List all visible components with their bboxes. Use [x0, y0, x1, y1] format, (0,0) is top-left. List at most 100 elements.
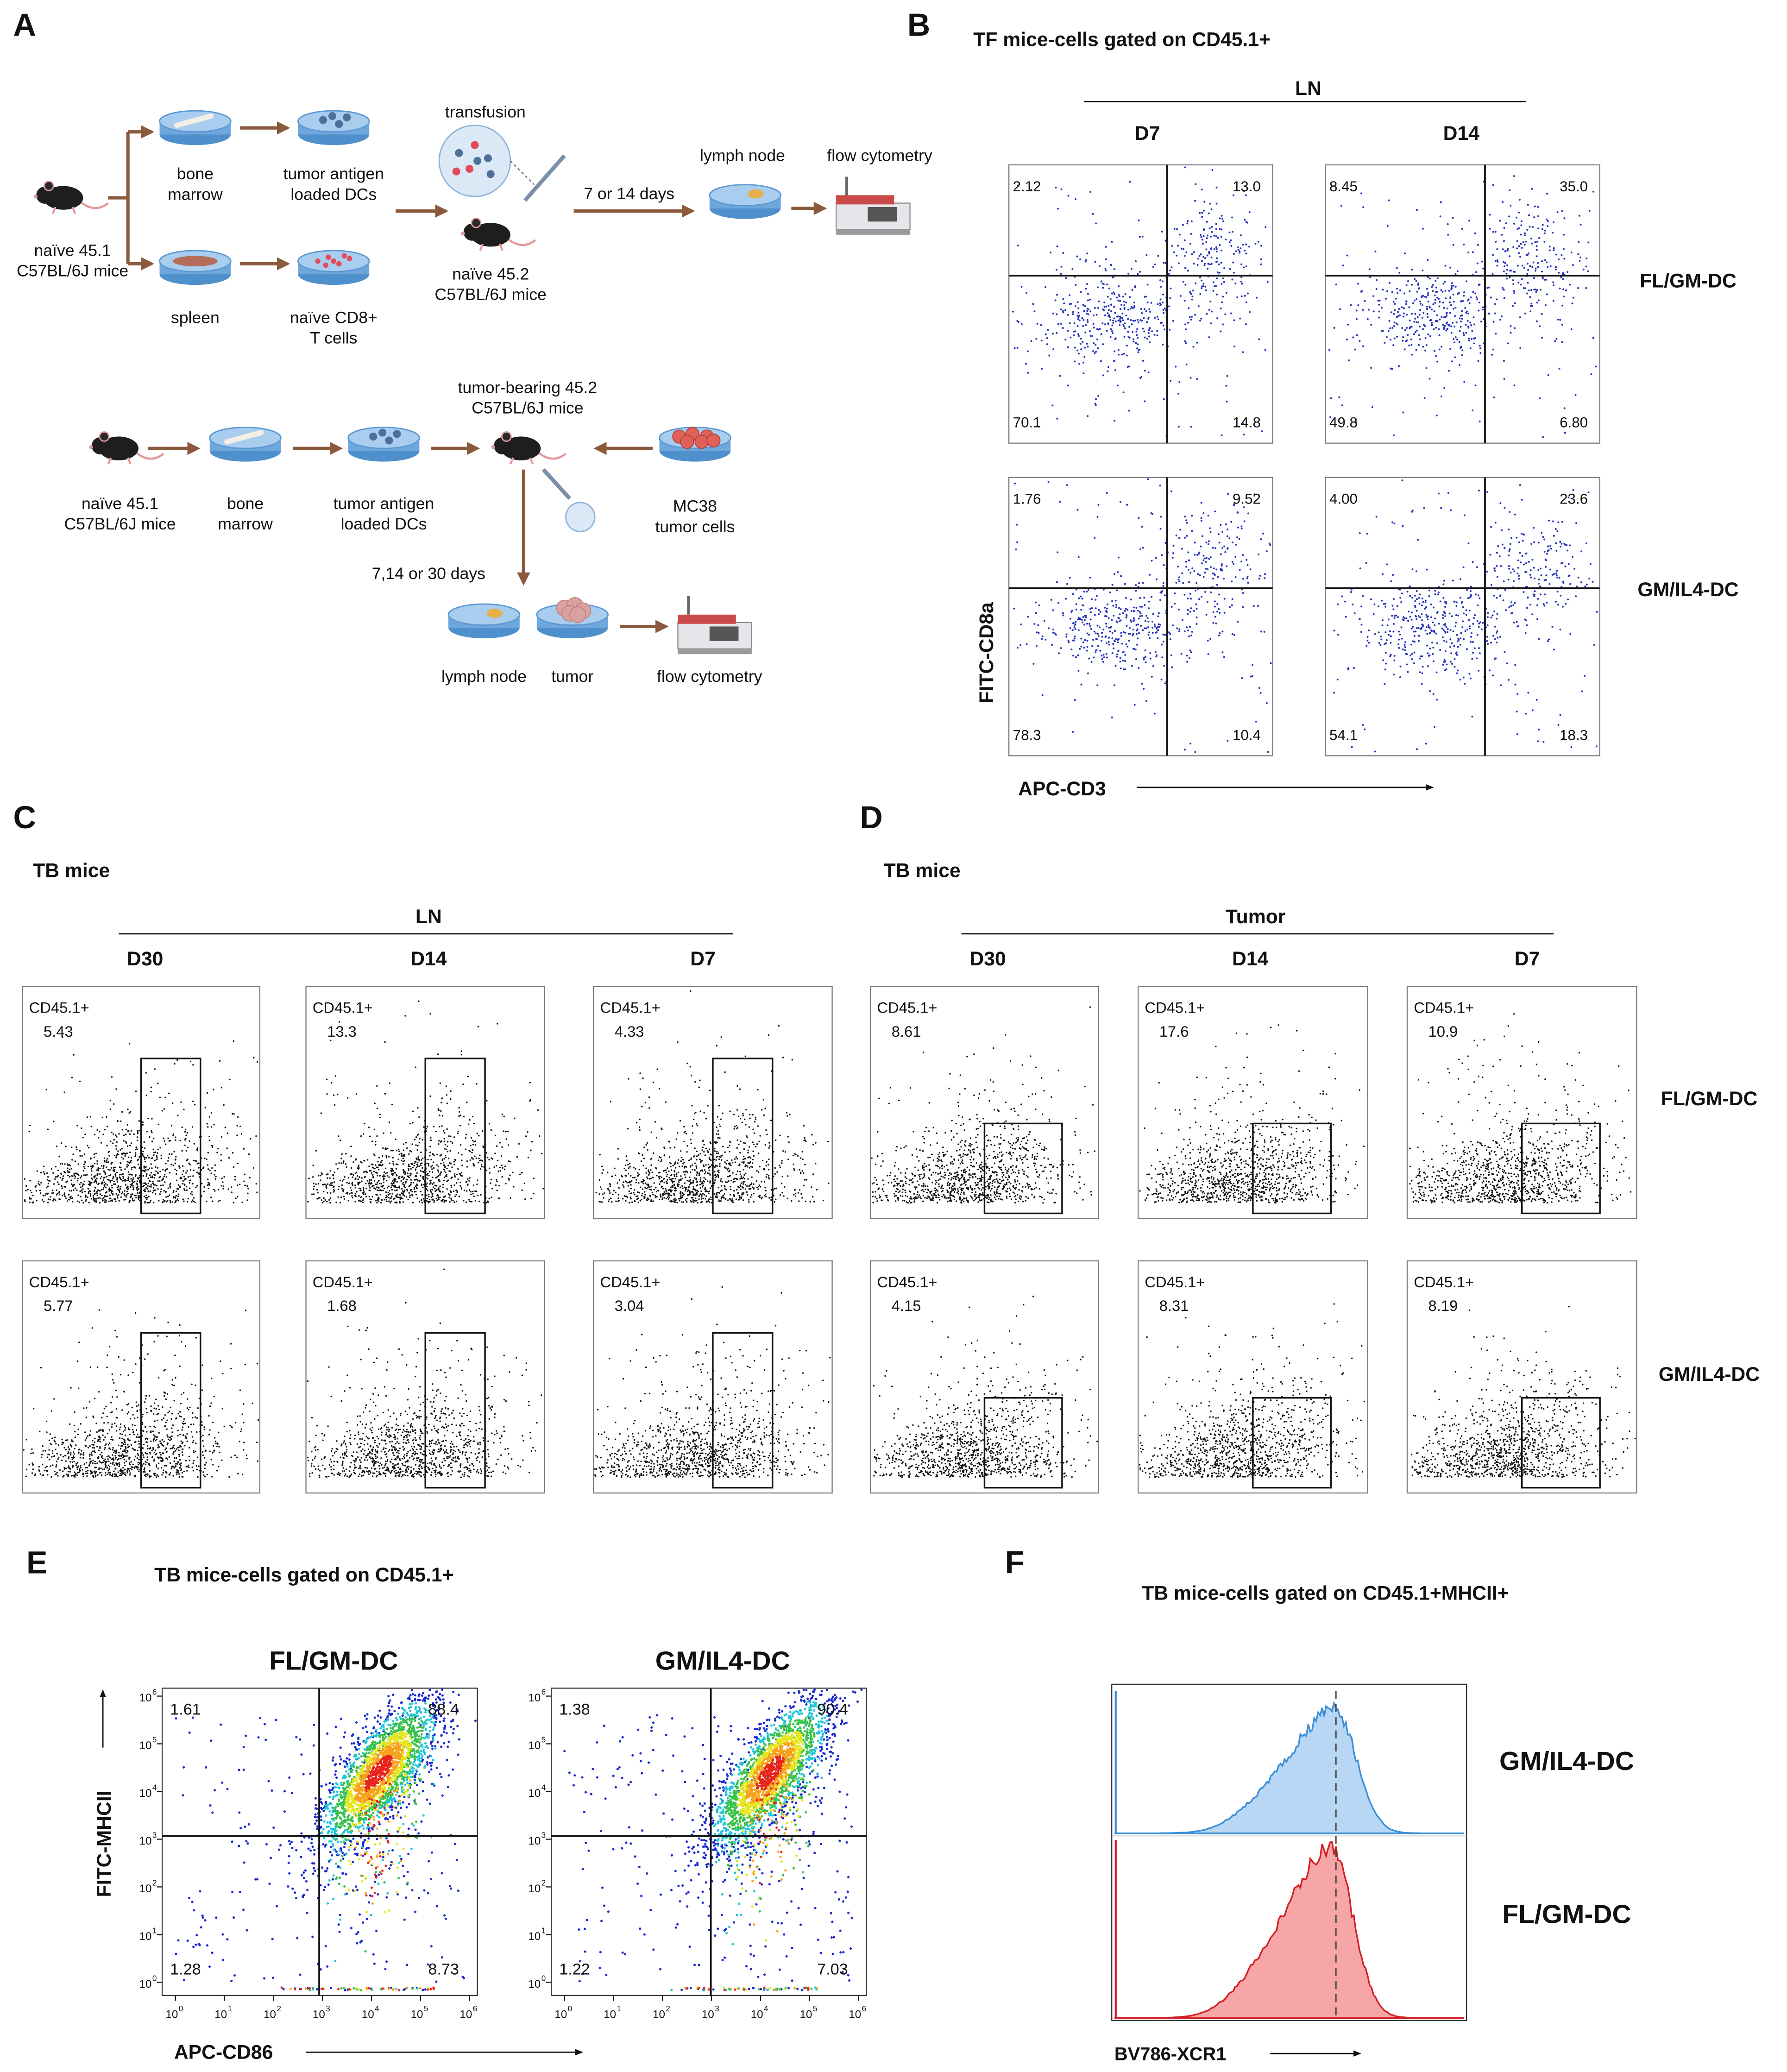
dot	[466, 1101, 468, 1103]
dot	[414, 1139, 416, 1140]
dot	[1121, 353, 1123, 356]
dot	[461, 1154, 463, 1156]
dot	[46, 1172, 48, 1174]
dot	[1027, 372, 1029, 374]
dot	[1493, 610, 1496, 612]
dot	[1237, 526, 1239, 529]
dot	[1199, 293, 1202, 295]
dot	[1527, 597, 1529, 599]
dot	[1530, 289, 1532, 291]
dot	[1109, 630, 1111, 633]
dot	[1532, 261, 1535, 264]
dot	[1226, 548, 1228, 550]
dot	[521, 1171, 522, 1174]
dot	[381, 1199, 383, 1201]
dot	[1159, 528, 1162, 530]
dot	[467, 1076, 469, 1077]
dot	[148, 1196, 150, 1197]
dot	[1491, 273, 1494, 275]
dot	[135, 1197, 137, 1199]
dot	[231, 1113, 233, 1115]
dot	[465, 1137, 467, 1139]
dot	[131, 1159, 132, 1161]
caption: C57BL/6J mice	[435, 285, 547, 304]
dot	[1210, 322, 1212, 325]
dot	[217, 1189, 220, 1190]
dot	[1451, 322, 1454, 324]
dot	[62, 1175, 64, 1177]
dot	[1390, 311, 1392, 314]
dot	[172, 1197, 175, 1199]
dot	[1078, 315, 1081, 317]
dot	[40, 1171, 42, 1173]
dot	[321, 1199, 323, 1201]
dot	[1146, 338, 1148, 340]
dot	[106, 1184, 108, 1186]
dot	[1052, 609, 1054, 611]
dot	[315, 1150, 317, 1152]
dot	[1541, 228, 1543, 230]
dot	[102, 1187, 105, 1189]
dot	[1242, 592, 1244, 594]
dot	[431, 1192, 434, 1195]
dot	[1555, 338, 1558, 340]
dot	[1470, 324, 1472, 327]
dot	[111, 1187, 113, 1189]
dot	[1082, 616, 1084, 618]
dot	[1087, 321, 1089, 323]
dot	[1149, 652, 1151, 654]
dot	[93, 1198, 94, 1200]
dot	[625, 1155, 627, 1157]
dot	[352, 1182, 353, 1184]
dot	[1449, 646, 1452, 648]
dot	[386, 1187, 389, 1189]
dot	[1126, 609, 1129, 611]
dot	[805, 1200, 807, 1203]
dot	[38, 1184, 41, 1186]
dot	[1365, 645, 1368, 647]
dot	[1120, 632, 1122, 634]
dot	[150, 1200, 152, 1202]
dot	[1208, 527, 1211, 529]
dot	[1154, 651, 1157, 653]
dot	[1439, 301, 1441, 303]
dot	[1096, 638, 1098, 640]
dot	[1107, 366, 1109, 368]
dot	[1182, 281, 1184, 283]
dot	[1393, 337, 1396, 340]
dot	[1214, 605, 1216, 608]
dot	[1538, 579, 1540, 581]
dot	[446, 1167, 448, 1170]
dot	[1101, 632, 1103, 634]
dot	[385, 1172, 387, 1175]
dot	[1519, 347, 1522, 349]
dot	[1159, 623, 1161, 626]
dot	[512, 1171, 514, 1173]
dot	[1535, 249, 1538, 251]
dot	[126, 1166, 128, 1168]
dish-icon	[159, 110, 232, 145]
dot	[1461, 228, 1463, 230]
dot	[1210, 208, 1213, 210]
dot	[1415, 570, 1417, 573]
dot	[217, 1147, 219, 1150]
dot	[1258, 687, 1260, 689]
dot	[1201, 596, 1203, 598]
dot	[1038, 632, 1040, 634]
dot	[373, 1153, 375, 1155]
dot	[1541, 532, 1543, 534]
dot	[160, 1191, 162, 1193]
dot	[1438, 623, 1440, 625]
dot	[1442, 629, 1445, 631]
dot	[1424, 608, 1426, 610]
dot	[88, 1188, 89, 1190]
dot	[1088, 308, 1090, 310]
dot	[404, 1189, 406, 1191]
dot	[378, 1168, 380, 1171]
dot	[1240, 561, 1243, 563]
dot	[1401, 479, 1403, 481]
dot	[1394, 303, 1396, 305]
dot	[354, 1187, 357, 1189]
dot	[1220, 262, 1222, 264]
